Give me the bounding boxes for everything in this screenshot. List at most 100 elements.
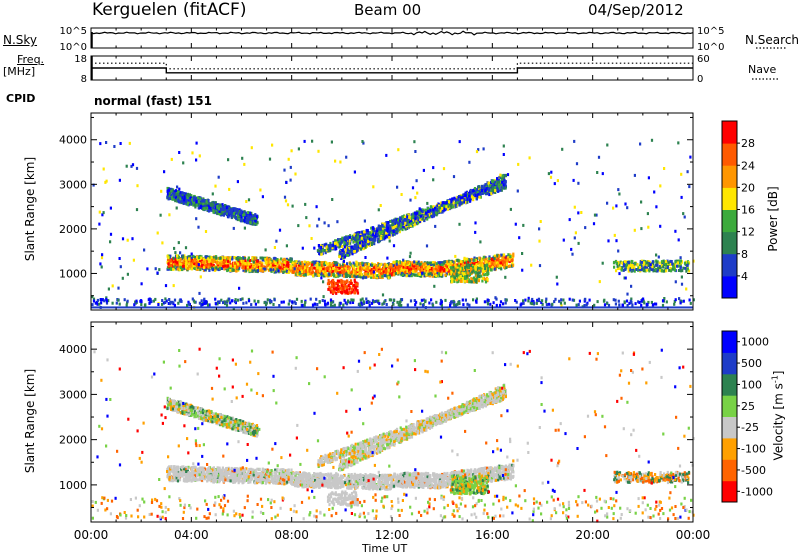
main-band-cell xyxy=(179,259,182,263)
rising-arc-cell xyxy=(392,230,395,234)
main-band-cell xyxy=(382,266,385,269)
rising-arc-cell xyxy=(501,174,504,178)
main-band-cell xyxy=(277,261,280,265)
main-band-cell xyxy=(303,270,306,274)
upper-arc-cell xyxy=(222,205,225,209)
main-band-cell xyxy=(493,254,496,258)
rising-arc-cell xyxy=(472,198,475,202)
main-band-cell xyxy=(489,259,493,263)
upper-arc-cell xyxy=(217,207,221,211)
upper-arc-cell xyxy=(240,215,243,219)
dip-cell xyxy=(346,285,349,289)
main-band-cell xyxy=(314,260,318,264)
main-band-cell xyxy=(247,256,250,260)
main-band-cell xyxy=(254,266,257,270)
main-band-cell xyxy=(365,273,368,277)
rising-arc-cell xyxy=(320,245,323,249)
rising-arc-cell xyxy=(387,223,390,227)
main-band-cell xyxy=(354,274,357,278)
rising-arc-cell xyxy=(464,197,468,201)
main-band-cell xyxy=(499,259,502,262)
main-band-cell xyxy=(268,263,271,267)
main-band-cell xyxy=(279,260,282,264)
main-band-cell xyxy=(328,271,331,275)
rising-arc-cell xyxy=(341,236,344,240)
main-band-cell xyxy=(218,266,221,270)
main-band-cell xyxy=(423,269,426,273)
main-band-cell xyxy=(429,270,432,274)
main-band-cell xyxy=(406,260,409,264)
rising-arc-cell xyxy=(409,224,412,228)
rising-arc-cell xyxy=(450,204,453,208)
main-band-cell xyxy=(219,260,222,264)
main-band-cell xyxy=(326,266,329,270)
upper-arc-cell xyxy=(185,202,188,206)
main-band-cell xyxy=(446,260,449,264)
rising-arc-cell xyxy=(350,245,353,249)
main-band-cell xyxy=(501,255,504,259)
main-band-cell xyxy=(311,261,314,265)
main-band-cell xyxy=(321,268,324,272)
rising-arc-cell xyxy=(330,243,333,247)
rising-arc-cell xyxy=(488,190,491,194)
main-band-cell xyxy=(358,269,361,273)
rising-arc-cell xyxy=(477,185,480,189)
rising-arc-cell xyxy=(342,256,345,260)
dip-cell xyxy=(356,289,359,293)
rising-arc-cell xyxy=(338,239,341,243)
rising-arc-cell xyxy=(443,204,446,208)
main-band-cell xyxy=(443,267,446,271)
main-band-cell xyxy=(368,266,371,270)
rising-arc-cell xyxy=(358,231,361,235)
main-band-cell xyxy=(343,269,346,273)
dip-cell xyxy=(329,287,332,291)
rising-arc-cell xyxy=(488,193,491,197)
rising-arc-cell xyxy=(451,197,454,201)
rising-arc-cell xyxy=(421,208,424,212)
rising-arc-cell xyxy=(378,239,381,243)
main-band-cell xyxy=(381,274,384,278)
rising-arc-cell xyxy=(389,227,392,231)
rising-arc-cell xyxy=(346,248,349,252)
upper-arc-cell xyxy=(179,194,182,198)
main-band-cell xyxy=(206,255,209,259)
main-band-cell xyxy=(285,257,288,261)
rising-arc-cell xyxy=(323,249,326,252)
main-band-cell xyxy=(187,257,191,261)
main-band-cell xyxy=(194,261,197,265)
upper-arc-cell xyxy=(220,211,223,215)
rising-arc-cell xyxy=(499,188,502,192)
main-band-cell xyxy=(346,265,349,269)
rising-arc-cell xyxy=(439,209,442,213)
rising-arc-cell xyxy=(340,240,343,244)
main-band-cell xyxy=(179,263,182,267)
upper-arc-cell xyxy=(243,219,246,223)
main-band-cell xyxy=(323,274,326,278)
main-band-cell xyxy=(497,266,501,270)
upper-arc-cell xyxy=(211,202,214,206)
main-band-cell xyxy=(393,268,396,272)
rising-arc-cell xyxy=(332,240,335,244)
upper-arc-cell xyxy=(187,194,190,197)
rising-arc-cell xyxy=(501,186,505,190)
main-band-cell xyxy=(320,264,323,268)
upper-arc-cell xyxy=(186,196,189,200)
rising-arc-cell xyxy=(476,191,479,195)
upper-arc-cell xyxy=(220,208,223,212)
rising-arc-cell xyxy=(454,203,457,207)
dip-cell xyxy=(332,278,335,282)
upper-arc-cell xyxy=(190,202,193,206)
main-band-cell xyxy=(167,258,170,262)
main-band-cell xyxy=(188,267,191,271)
main-band-cell xyxy=(324,270,328,273)
upper-arc-cell xyxy=(184,200,187,204)
main-band-cell xyxy=(333,262,336,266)
main-band-cell xyxy=(290,268,293,272)
upper-arc-cell xyxy=(248,217,251,220)
main-band-cell xyxy=(488,255,491,259)
rising-arc-cell xyxy=(381,236,384,240)
main-band-cell xyxy=(221,256,224,260)
main-band-cell xyxy=(442,261,446,265)
dip-cell xyxy=(350,287,353,291)
main-band-cell xyxy=(199,254,202,258)
